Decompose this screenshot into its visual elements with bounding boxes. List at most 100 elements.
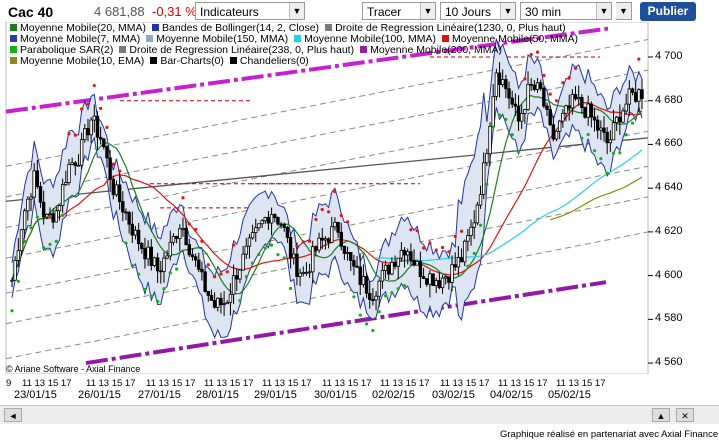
candle-body [510, 97, 514, 105]
sar-dot [611, 151, 616, 155]
price-chart[interactable] [0, 22, 719, 374]
parabolic-sar [10, 50, 641, 333]
x-day-label: 03/02/15 [432, 389, 475, 401]
sar-dot [282, 256, 286, 260]
sar-dot [485, 182, 489, 186]
candle-body [630, 88, 635, 93]
sar-dot [244, 275, 248, 279]
candle-body [640, 89, 644, 99]
candle-body [545, 105, 549, 111]
options-dropdown[interactable]: ▼ [616, 2, 632, 20]
candle-body [98, 136, 103, 140]
sar-dot [130, 264, 134, 268]
legend-label: Parabolique SAR(2) [20, 44, 114, 56]
footer-credit: Graphique réalisé en partenariat avec Ax… [500, 429, 719, 440]
candle-body [355, 265, 359, 268]
candle-body [79, 139, 84, 166]
sar-dot [472, 251, 476, 256]
candle-body [32, 170, 36, 198]
candle-body [627, 88, 632, 105]
candle-body [497, 72, 502, 85]
period-select[interactable]: 10 Jours ▼ [440, 2, 516, 20]
plot-area [5, 22, 649, 374]
sar-dot [453, 234, 457, 238]
candle-body [529, 83, 533, 86]
sar-dot [16, 279, 20, 283]
candlesticks [10, 62, 644, 317]
sar-dot [23, 239, 27, 244]
candle-body [396, 257, 400, 267]
ma-20-line [11, 94, 643, 295]
scroll-left-icon[interactable]: ◄ [4, 408, 22, 422]
sar-dot [314, 217, 318, 222]
candle-body [168, 241, 172, 257]
sar-dot [561, 81, 565, 85]
sar-dot [637, 57, 641, 61]
candle-body [330, 226, 334, 243]
bollinger-lower [11, 105, 643, 340]
scroll-up-icon[interactable]: ▲ [652, 408, 670, 422]
candle-body [352, 260, 356, 267]
indicators-select[interactable]: Indicateurs ▼ [195, 2, 305, 20]
candle-body [573, 94, 578, 100]
candle-body [377, 280, 381, 297]
candle-body [276, 217, 280, 225]
grid [5, 22, 653, 374]
sar-dot [364, 322, 369, 326]
candle-body [519, 112, 524, 122]
candle-body [444, 276, 448, 279]
y-tick-label: 4 620 [655, 224, 683, 237]
publish-button[interactable]: Publier [640, 2, 696, 21]
candle-body [292, 253, 296, 259]
legend-entry: Bar-Charts(0) [150, 56, 224, 67]
sar-dot [232, 243, 236, 247]
sar-dot [35, 215, 39, 219]
zoom-icon[interactable]: ✕ [676, 408, 694, 422]
candle-body [393, 261, 397, 267]
candle-body [187, 244, 191, 256]
candle-body [130, 223, 135, 236]
time-scrollbar[interactable]: ◄ ▲ ✕ [0, 405, 719, 424]
draw-select[interactable]: Tracer ▼ [362, 2, 436, 20]
candle-body [117, 184, 122, 203]
candle-body [592, 116, 597, 121]
legend-entry: Bandes de Bollinger(14, 2, Close) [152, 23, 319, 34]
candle-body [159, 270, 163, 273]
legend-swatch [150, 57, 158, 64]
chevron-down-icon: ▼ [289, 3, 304, 19]
x-day-label: 30/01/15 [314, 389, 357, 401]
ema-10-line [550, 176, 643, 221]
candle-body [323, 238, 328, 241]
candle-body [406, 251, 410, 256]
candle-body [288, 237, 293, 259]
legend-entry: Chandeliers(0) [229, 56, 309, 67]
candle-body [171, 235, 176, 243]
candle-body [383, 264, 388, 271]
candle-body [390, 261, 394, 275]
sar-dot [491, 125, 495, 129]
candle-body [241, 253, 245, 271]
interval-select[interactable]: 30 min ▼ [520, 2, 612, 20]
candle-body [184, 227, 188, 246]
candle-body [614, 116, 619, 124]
candle-body [260, 220, 264, 225]
legend-label: Moyenne Mobile(200, MMA) [370, 44, 502, 56]
candle-body [165, 255, 169, 259]
candle-body [19, 229, 24, 252]
sar-dot [194, 227, 198, 232]
candle-body [418, 260, 423, 278]
legend-entry: Moyenne Mobile(50, MMA) [442, 34, 578, 45]
sar-dot [269, 243, 274, 247]
candle-body [618, 116, 622, 123]
legend-swatch [119, 46, 127, 53]
legend-label: Moyenne Mobile(150, MMA) [156, 33, 289, 45]
candle-body [551, 124, 556, 140]
ma-50-line [11, 102, 643, 281]
legend-swatch [10, 24, 17, 31]
candle-body [469, 226, 473, 236]
sar-dot [149, 294, 153, 298]
candle-body [624, 103, 628, 112]
candle-body [317, 237, 321, 251]
sar-dot [307, 239, 312, 243]
candle-body [516, 105, 521, 122]
